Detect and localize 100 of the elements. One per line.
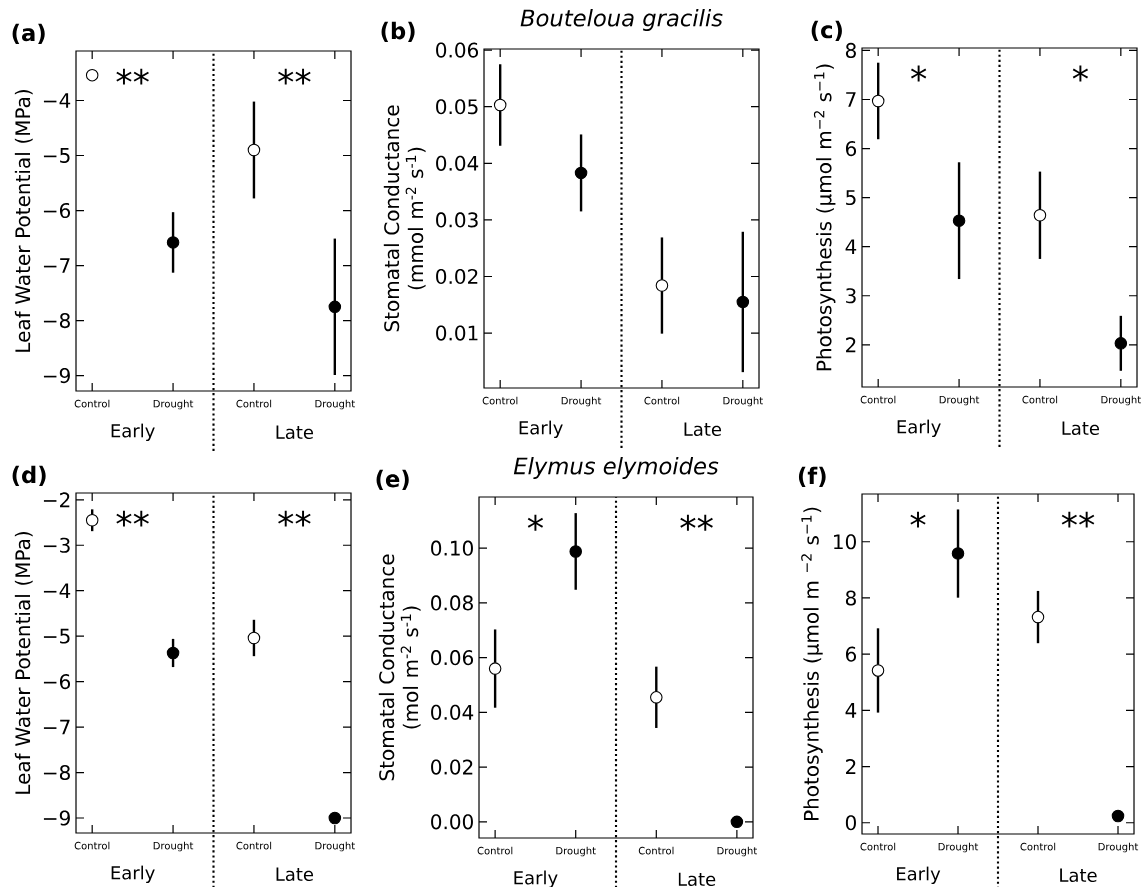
x-tick-label: Drought — [723, 396, 763, 407]
text: (d) — [12, 465, 46, 487]
y-tick-label: 5 — [846, 190, 856, 206]
point — [730, 815, 744, 829]
text: Early — [897, 419, 941, 438]
y-tick-label: 7 — [846, 92, 856, 107]
y-axis-title: Leaf Water Potential (MPa) — [14, 89, 33, 352]
x-tick-label: Control — [482, 396, 518, 405]
x-tick-label: Drought — [153, 841, 194, 852]
annotation: * — [910, 511, 926, 528]
point — [328, 811, 342, 825]
point — [952, 214, 966, 227]
x-tick-label: Control — [74, 841, 110, 850]
x-tick-label: Control — [1022, 395, 1058, 404]
annotation: ** — [278, 510, 311, 527]
y-tick-label: 0.04 — [436, 155, 479, 171]
y-tick-label: −4 — [43, 93, 71, 108]
chart-title: Elymus elymoides — [513, 456, 719, 479]
y-tick-label: 0 — [845, 815, 856, 831]
annotation: ** — [1061, 511, 1095, 528]
y-tick-label: −4 — [43, 583, 71, 598]
y-tick-label: 0.00 — [431, 814, 473, 830]
annotation: ** — [116, 510, 149, 527]
point — [166, 646, 180, 660]
y-tick-label: 0.06 — [436, 42, 479, 58]
y-tick-label: 0.02 — [431, 759, 473, 775]
x-tick-label: Control — [860, 842, 896, 851]
annotation: * — [1072, 65, 1089, 82]
x-tick-label: Drought — [717, 846, 757, 857]
y-tick-label: 6 — [845, 140, 857, 157]
x-tick-label: Drought — [939, 395, 980, 406]
text: Early — [111, 865, 155, 884]
y-tick-label: 8 — [845, 590, 856, 606]
y-tick-label: 4 — [845, 703, 857, 718]
annotation: ** — [278, 68, 311, 85]
annotation: ** — [680, 514, 713, 531]
point — [166, 236, 180, 249]
text: Late — [276, 425, 314, 439]
annotation: * — [527, 514, 544, 531]
y-tick-label: 0.10 — [431, 540, 473, 556]
x-tick-label: Drought — [1098, 842, 1139, 853]
text: Late — [684, 422, 722, 436]
text: Late — [678, 872, 716, 886]
y-axis-title: Leaf Water Potential (MPa) — [14, 531, 33, 794]
x-tick-label: Drought — [938, 842, 979, 853]
point — [736, 295, 750, 309]
y-axis-title: Photosynthesis (µmol m $^{−2}$ s$^{−1}$) — [801, 507, 823, 821]
x-tick-label: Control — [74, 399, 110, 408]
y-tick-label: −3 — [43, 537, 70, 553]
y-tick-label: −9 — [43, 368, 70, 384]
x-tick-label: Control — [638, 846, 674, 855]
y-tick-label: 4 — [845, 239, 857, 254]
y-tick-label: −8 — [43, 312, 70, 329]
y-tick-label: 6 — [845, 646, 857, 662]
y-tick-label: −8 — [43, 764, 70, 781]
y-tick-label: 0.04 — [431, 704, 474, 720]
y-tick-label: −6 — [43, 674, 71, 690]
y-tick-label: 10 — [834, 534, 856, 550]
y-tick-label: 0.06 — [431, 650, 474, 666]
point — [951, 547, 965, 560]
text: Early — [519, 420, 563, 439]
text: Late — [1062, 421, 1100, 435]
x-tick-label: Control — [477, 846, 513, 855]
text: (b) — [381, 21, 415, 43]
x-tick-label: Control — [644, 396, 680, 405]
x-tick-label: Control — [236, 841, 272, 850]
x-tick-label: Control — [236, 399, 272, 408]
x-tick-label: Drought — [556, 846, 596, 857]
x-tick-label: Drought — [315, 399, 355, 410]
y-tick-label: −6 — [43, 202, 71, 219]
y-tick-label: 0.08 — [431, 595, 473, 611]
text: (f) — [798, 466, 826, 488]
y-tick-label: 3 — [846, 288, 856, 304]
x-tick-label: Drought — [315, 841, 355, 852]
x-tick-label: Drought — [561, 396, 602, 407]
y-tick-label: −5 — [43, 148, 70, 163]
text: Early — [111, 423, 155, 442]
point — [328, 300, 342, 314]
chart-title: Bouteloua gracilis — [520, 9, 723, 31]
y-axis-title: Photosynthesis (µmol m$^{−2}$ s$^{−1}$) — [813, 64, 836, 371]
text: Late — [1060, 868, 1097, 882]
text: (a) — [12, 23, 45, 45]
annotation: ** — [116, 68, 149, 85]
y-tick-label: −7 — [43, 719, 70, 735]
x-tick-label: Control — [860, 395, 896, 404]
y-tick-label: −5 — [43, 628, 70, 644]
y-tick-label: 8 — [845, 42, 856, 59]
y-tick-label: 0.02 — [436, 268, 478, 285]
text: Early — [897, 866, 941, 885]
y-tick-label: 2 — [846, 337, 856, 353]
x-tick-label: Drought — [1101, 395, 1141, 406]
annotation: * — [910, 65, 927, 82]
point — [1114, 337, 1128, 350]
text: (c) — [811, 20, 842, 42]
x-tick-label: Control — [1020, 842, 1056, 851]
y-tick-label: −9 — [43, 810, 70, 826]
y-tick-label: −2 — [43, 492, 70, 508]
point — [574, 166, 588, 180]
y-tick-label: 0.05 — [436, 99, 478, 115]
y-tick-label: 0.01 — [436, 325, 478, 341]
